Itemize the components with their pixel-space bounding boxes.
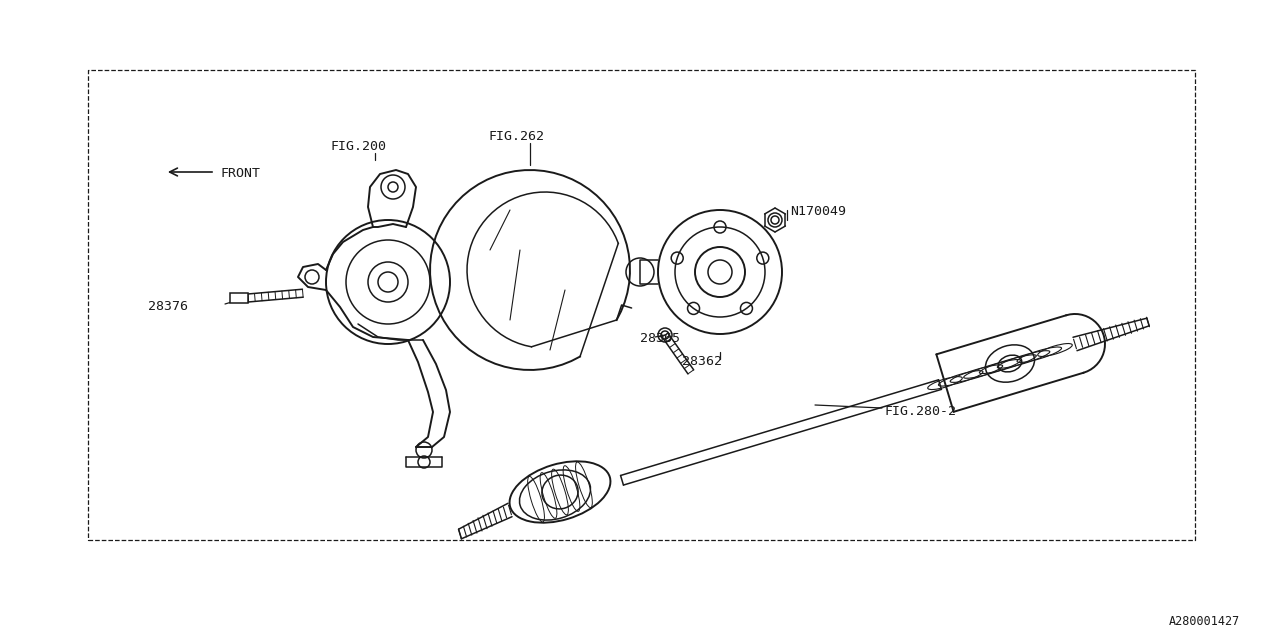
Text: FIG.262: FIG.262 xyxy=(488,130,544,143)
Text: 28365: 28365 xyxy=(640,332,680,345)
Text: FIG.280-2: FIG.280-2 xyxy=(884,405,957,418)
Bar xyxy=(230,293,248,303)
Text: 28362: 28362 xyxy=(682,355,722,368)
Text: A280001427: A280001427 xyxy=(1169,615,1240,628)
Text: FIG.200: FIG.200 xyxy=(330,140,387,153)
Text: FRONT: FRONT xyxy=(220,167,260,180)
Text: N170049: N170049 xyxy=(790,205,846,218)
Text: 28376: 28376 xyxy=(148,300,188,313)
